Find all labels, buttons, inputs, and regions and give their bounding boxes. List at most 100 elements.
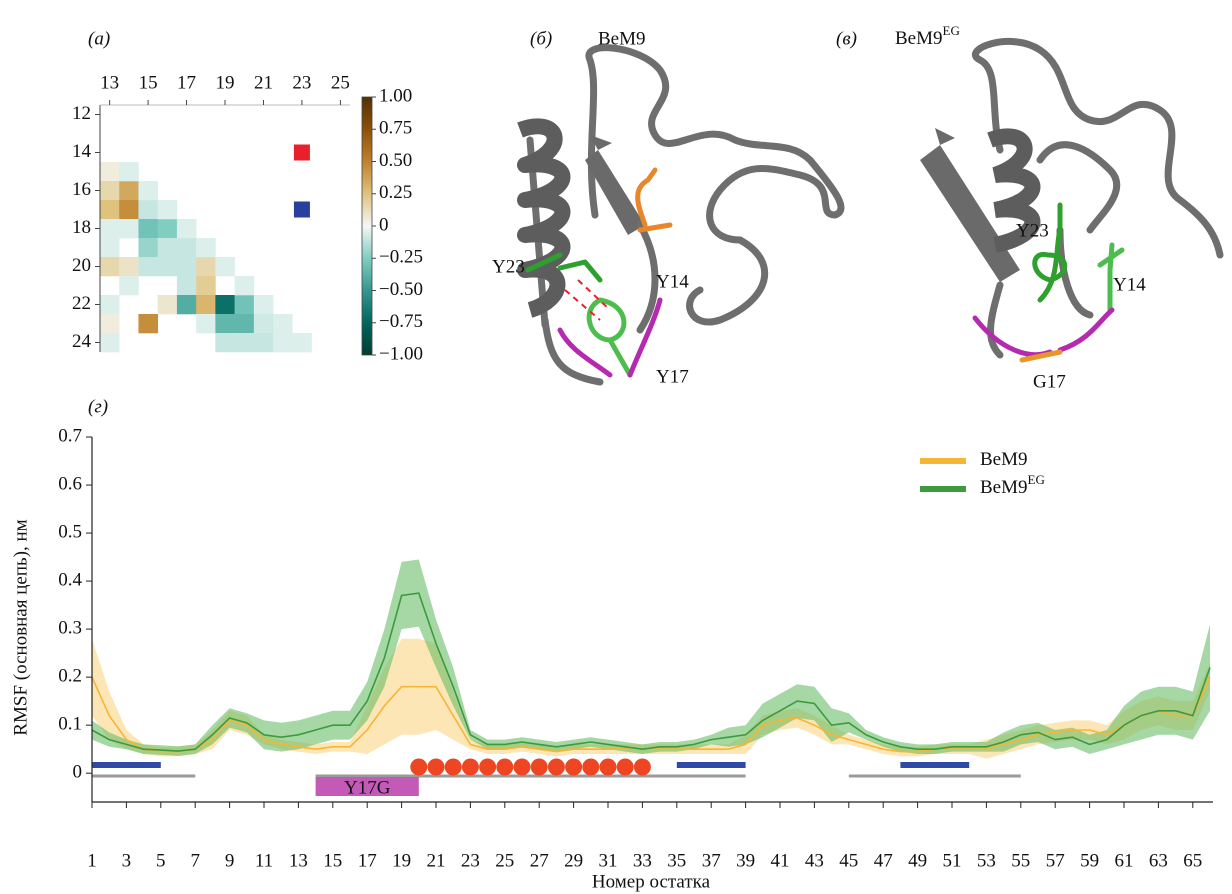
x-tick-label: 55 <box>1011 850 1030 871</box>
y-tick-label: 18 <box>72 217 91 238</box>
residue-label: G17 <box>1033 371 1066 392</box>
heat-cell <box>119 276 139 295</box>
y-tick-label: 0.4 <box>58 569 82 590</box>
colorbar-tick-label: −0.25 <box>379 247 423 268</box>
heat-cell <box>177 219 197 238</box>
heat-cell <box>215 295 235 314</box>
marker <box>294 202 310 218</box>
x-tick-label: 63 <box>1149 850 1168 871</box>
heat-cell <box>215 257 235 276</box>
y-tick-label: 22 <box>72 293 91 314</box>
heat-cell <box>177 257 197 276</box>
colorbar <box>362 97 372 355</box>
y-tick-label: 0.2 <box>58 665 82 686</box>
heat-cell <box>138 181 158 200</box>
error-band <box>92 560 1210 756</box>
residue-label: Y23 <box>1016 220 1049 241</box>
x-tick-label: 41 <box>771 850 790 871</box>
panel-label: (г) <box>88 396 108 417</box>
panel-label: (б) <box>530 28 552 49</box>
structure-title-sup: EG <box>943 23 960 38</box>
heat-cell <box>177 276 197 295</box>
colorbar-tick-label: 0.25 <box>379 182 412 203</box>
residue-label: Y14 <box>1113 274 1146 295</box>
heat-cell <box>273 314 293 333</box>
x-tick-label: 65 <box>1183 850 1202 871</box>
x-tick-label: 21 <box>254 72 273 93</box>
x-tick-label: 29 <box>564 850 583 871</box>
heat-cell <box>158 295 178 314</box>
contact-dot <box>514 759 531 776</box>
x-tick-label: 3 <box>122 850 132 871</box>
heat-cell <box>177 238 197 257</box>
x-tick-label: 33 <box>633 850 652 871</box>
heat-cell <box>100 219 120 238</box>
x-tick-label: 15 <box>139 72 158 93</box>
legend-label: BeM9EG <box>980 472 1045 498</box>
y-tick-label: 0 <box>73 762 83 783</box>
contact-dot <box>479 759 496 776</box>
y-tick-label: 24 <box>72 331 92 352</box>
heat-cell <box>158 219 178 238</box>
structure-title: BeM9 <box>895 28 943 49</box>
heat-cell <box>177 295 197 314</box>
structure-title: BeM9EG <box>895 23 960 49</box>
heat-cell <box>119 181 139 200</box>
heat-cell <box>100 314 120 333</box>
heat-cell <box>196 257 216 276</box>
x-tick-label: 21 <box>427 850 446 871</box>
contact-dot <box>600 759 617 776</box>
contact-dot <box>428 759 445 776</box>
heat-cell <box>100 238 120 257</box>
contact-dot <box>634 759 651 776</box>
x-tick-label: 11 <box>255 850 273 871</box>
y-axis-label: RMSF (основная цепь), нм <box>10 519 31 735</box>
heat-cell <box>100 333 120 352</box>
x-tick-label: 31 <box>599 850 618 871</box>
heat-cell <box>158 238 178 257</box>
heat-cell <box>100 181 120 200</box>
x-tick-label: 59 <box>1080 850 1099 871</box>
heat-cell <box>196 276 216 295</box>
heat-cell <box>119 162 139 181</box>
heat-cell <box>138 219 158 238</box>
heat-cell <box>215 314 235 333</box>
colorbar-tick-label: 1.00 <box>379 85 412 106</box>
panel-label: (а) <box>88 28 110 49</box>
heat-cell <box>119 219 139 238</box>
heat-cell <box>100 162 120 181</box>
heat-cell <box>119 257 139 276</box>
residue-label: Y14 <box>656 271 689 292</box>
contact-dot <box>462 759 479 776</box>
heat-cell <box>215 333 235 352</box>
x-tick-label: 49 <box>908 850 927 871</box>
y-tick-label: 0.3 <box>58 617 82 638</box>
heat-cell <box>100 257 120 276</box>
heat-cell <box>100 295 120 314</box>
x-tick-label: 1 <box>87 850 97 871</box>
heat-cell <box>196 238 216 257</box>
x-tick-label: 25 <box>331 72 350 93</box>
contact-dot <box>445 759 462 776</box>
contact-dot <box>548 759 565 776</box>
heat-cell <box>254 333 274 352</box>
panel-label: (в) <box>836 28 857 49</box>
y-tick-label: 0.5 <box>58 521 82 542</box>
x-tick-label: 13 <box>100 72 119 93</box>
residue-label: Y23 <box>492 256 525 277</box>
x-tick-label: 45 <box>839 850 858 871</box>
colorbar-tick-label: −0.75 <box>379 311 423 332</box>
heat-cell <box>138 314 158 333</box>
contact-dot <box>496 759 513 776</box>
heat-cell <box>100 200 120 219</box>
heat-cell <box>273 333 293 352</box>
x-axis-label: Номер остатка <box>592 871 711 892</box>
contact-dot <box>565 759 582 776</box>
colorbar-tick-label: −0.50 <box>379 279 423 300</box>
x-tick-label: 27 <box>530 850 549 871</box>
y-tick-label: 14 <box>72 141 92 162</box>
heat-cell <box>254 314 274 333</box>
legend-label: BeM9 <box>980 477 1028 498</box>
contact-dot <box>531 759 548 776</box>
heat-cell <box>138 200 158 219</box>
